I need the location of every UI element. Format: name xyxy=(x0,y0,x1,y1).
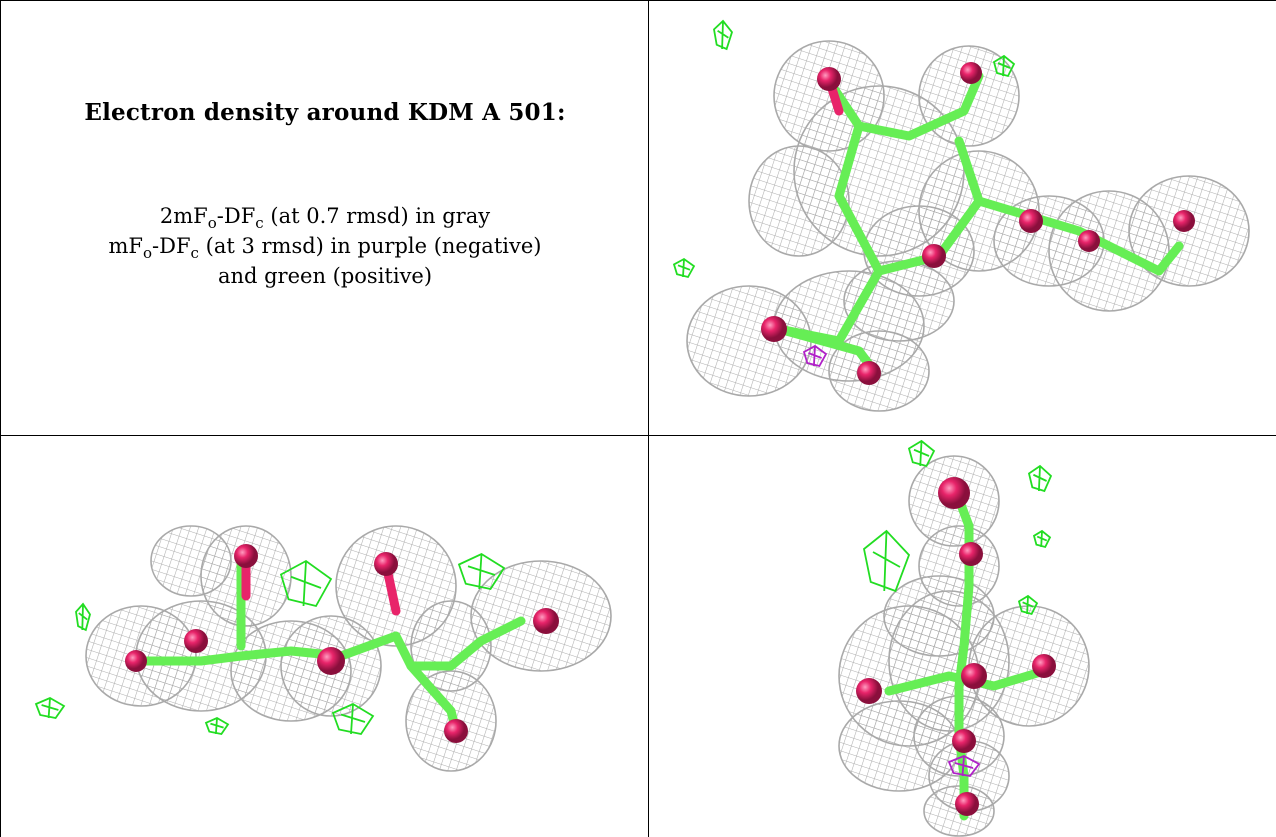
bond-stick xyxy=(824,71,984,141)
molecule-view-1 xyxy=(649,1,1276,435)
positive-difference-density xyxy=(672,257,696,279)
positive-difference-density xyxy=(992,54,1016,78)
caption-cell: Electron density around KDM A 501: 2mFo-… xyxy=(1,1,648,435)
oxygen-atom xyxy=(1032,654,1056,678)
positive-difference-density xyxy=(1032,529,1052,549)
legend-line-fofc: mFo-DFc (at 3 rmsd) in purple (negative) xyxy=(108,234,542,263)
oxygen-atom xyxy=(533,608,559,634)
positive-difference-density xyxy=(34,696,66,719)
oxygen-atom xyxy=(1019,209,1043,233)
table-border-top xyxy=(0,0,1276,1)
oxygen-atom xyxy=(184,629,208,653)
molecule-view-2 xyxy=(1,436,648,837)
density-mesh-view-3 xyxy=(838,439,1090,837)
negative-difference-density xyxy=(802,344,828,368)
density-mesh-view-1 xyxy=(672,19,1250,412)
oxygen-atom xyxy=(856,678,882,704)
oxygen-atom xyxy=(959,542,983,566)
positive-difference-density xyxy=(279,559,333,608)
density-legend: 2mFo-DFc (at 0.7 rmsd) in gray mFo-DFc (… xyxy=(1,201,648,291)
table-border-left xyxy=(0,0,1,837)
molecule-view-3 xyxy=(649,436,1276,837)
positive-difference-density xyxy=(331,702,375,736)
positive-difference-density xyxy=(204,716,230,735)
oxygen-atom xyxy=(761,316,787,342)
table-column-divider xyxy=(648,0,649,837)
density-blob xyxy=(150,525,232,597)
oxygen-atom xyxy=(1173,210,1195,232)
positive-difference-density xyxy=(1017,594,1039,616)
positive-difference-density xyxy=(75,602,91,632)
legend-line-2fofc: 2mFo-DFc (at 0.7 rmsd) in gray xyxy=(159,204,491,233)
oxygen-atom xyxy=(125,650,147,672)
figure-title: Electron density around KDM A 501: xyxy=(84,99,566,126)
oxygen-atom xyxy=(444,719,468,743)
oxygen-atom xyxy=(952,729,976,753)
oxygen-atom xyxy=(960,62,982,84)
oxygen-atom xyxy=(938,477,970,509)
oxygen-atom xyxy=(961,663,987,689)
oxygen-atom xyxy=(374,552,398,576)
bond-stick xyxy=(834,121,984,276)
positive-difference-density xyxy=(1027,464,1053,493)
oxygen-atom xyxy=(817,67,841,91)
positive-difference-density xyxy=(863,529,911,593)
table-row-divider xyxy=(0,435,1276,436)
oxygen-atom xyxy=(857,361,881,385)
positive-difference-density xyxy=(907,439,936,468)
oxygen-atom xyxy=(234,544,258,568)
positive-difference-density xyxy=(713,19,734,51)
positive-difference-density xyxy=(457,552,506,591)
negative-difference-density xyxy=(947,755,981,777)
density-blob xyxy=(1128,175,1250,287)
oxygen-atom xyxy=(922,244,946,268)
legend-line-colors: and green (positive) xyxy=(217,264,433,288)
oxygen-atom xyxy=(317,647,345,675)
bond-stick xyxy=(126,616,526,671)
density-mesh-view-2 xyxy=(34,525,612,772)
oxygen-atom xyxy=(1078,230,1100,252)
oxygen-atom xyxy=(955,792,979,816)
